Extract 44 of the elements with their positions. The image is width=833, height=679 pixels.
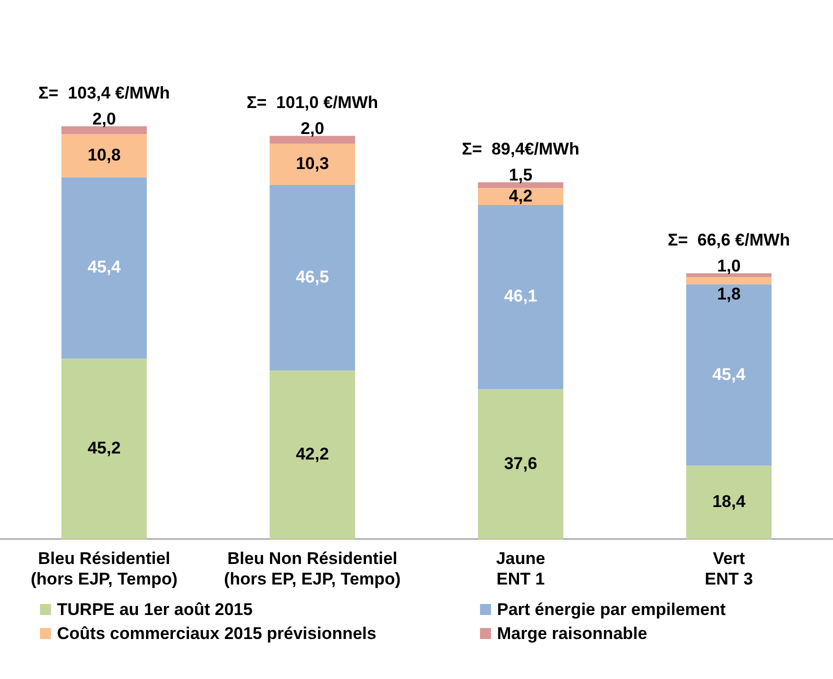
data-label: 10,8 [88,146,121,165]
legend-label: Part énergie par empilement [496,600,727,620]
total-label: Σ= 66,6 €/MWh [668,230,790,250]
data-label: 37,6 [504,454,538,473]
bar [686,273,772,278]
bar [270,184,356,371]
x-tick-label: Bleu Non Résidentiel (hors EP, EJP, Tempo) [224,549,401,588]
data-label: 4,2 [508,186,532,206]
data-label: 1,8 [717,284,741,304]
legend-label: Coûts commerciaux 2015 prévisionnels [56,624,378,644]
data-label: 10,3 [296,154,329,174]
data-label: 46,5 [296,268,329,287]
bar [478,389,564,540]
data-label: 45,4 [88,258,122,277]
data-label: 45,4 [712,364,746,384]
legend-label: Marge raisonnable [496,624,648,644]
total-label: Σ= 89,4€/MWh [462,139,580,158]
bar [478,204,564,390]
x-tick-label: Jaune ENT 1 [496,549,546,588]
bar [61,126,147,134]
data-label: 42,2 [296,444,329,464]
bar [478,182,564,188]
data-label: 45,2 [88,438,121,458]
bar [270,370,356,540]
bar [270,144,356,185]
bar [686,277,772,284]
bar [61,358,147,540]
data-label: 1,5 [508,165,532,184]
x-tick-label: Vert ENT 3 [704,549,753,588]
data-label: 18,4 [712,492,746,512]
bar [686,284,772,466]
bar [61,134,147,178]
total-label: Σ= 101,0 €/MWh [246,93,378,112]
data-label: 1,0 [717,256,741,276]
bar [61,177,147,359]
data-label: 2,0 [92,109,116,128]
data-label: 2,0 [300,119,324,138]
bar [270,136,356,144]
bar [686,466,772,540]
data-label: 46,1 [504,286,538,306]
bar [478,188,564,205]
total-label: Σ= 103,4 €/MWh [38,83,170,102]
x-tick-label: Bleu Résidentiel (hors EJP, Tempo) [30,549,178,588]
legend-label: TURPE au 1er août 2015 [56,600,254,620]
